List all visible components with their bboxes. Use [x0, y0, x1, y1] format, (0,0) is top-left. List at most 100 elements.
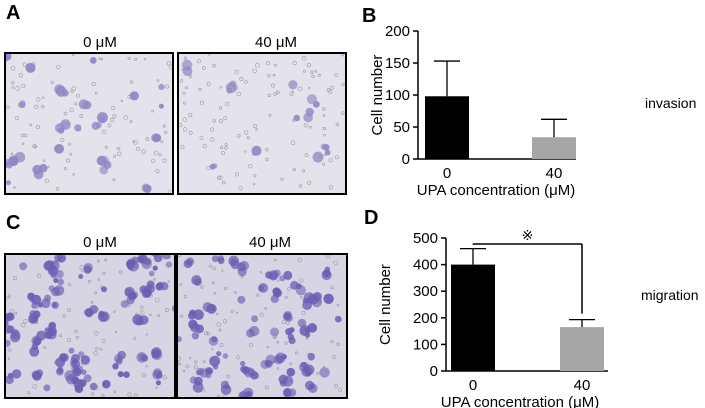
pore-dot — [182, 127, 188, 132]
panel-letter-d: D — [364, 207, 379, 229]
stained-cell — [251, 145, 262, 156]
pore-dot — [44, 178, 49, 183]
stained-cell — [288, 80, 298, 90]
y-axis-label: Cell number — [369, 55, 386, 136]
pore-dot — [140, 310, 145, 315]
pore-dot — [112, 178, 116, 182]
pore-dot — [267, 74, 271, 78]
pore-dot — [272, 73, 276, 77]
pore-dot — [248, 343, 253, 348]
y-tick-label: 50 — [393, 119, 410, 136]
stained-cell — [183, 257, 195, 269]
pore-dot — [267, 93, 271, 98]
pore-dot — [276, 340, 280, 344]
stained-cell — [99, 160, 112, 175]
pore-dot — [234, 172, 239, 177]
error-bar-40 — [541, 118, 567, 138]
stained-cell — [279, 270, 293, 282]
pore-dot — [235, 355, 241, 360]
pore-dot — [70, 89, 74, 93]
pore-dot — [157, 314, 161, 318]
x-tick-label-40: 40 — [546, 165, 563, 182]
pore-dot — [10, 152, 14, 156]
stained-cell — [264, 354, 276, 367]
pore-dot — [81, 270, 84, 273]
micrograph-c-0um — [4, 253, 176, 399]
stained-cell — [6, 54, 12, 62]
pore-dot — [160, 140, 164, 144]
pore-dot — [23, 133, 28, 138]
pore-dot — [341, 82, 345, 86]
significance-bracket — [472, 243, 583, 314]
pore-dot — [234, 291, 237, 294]
pore-dot — [253, 183, 256, 186]
pore-dot — [188, 112, 193, 117]
pore-dot — [27, 391, 31, 395]
pore-dot — [68, 142, 72, 146]
y-tick-label: 0 — [430, 363, 438, 380]
stained-cell — [158, 83, 165, 90]
pore-dot — [323, 153, 327, 156]
pore-dot — [71, 86, 76, 91]
pore-dot — [41, 96, 45, 99]
pore-dot — [308, 125, 312, 129]
stained-cell — [83, 374, 92, 383]
pore-dot — [151, 109, 154, 113]
pore-dot — [156, 79, 160, 82]
pore-dot — [21, 83, 26, 88]
pore-dot — [50, 80, 54, 85]
pore-dot — [206, 82, 211, 87]
pore-dot — [244, 80, 248, 84]
pore-dot — [271, 83, 276, 88]
pore-dot — [91, 81, 96, 86]
pore-dot — [120, 99, 124, 103]
pore-dot — [133, 393, 138, 397]
stained-cell — [28, 314, 39, 324]
pore-dot — [334, 384, 338, 388]
stained-cell — [189, 376, 204, 393]
stained-cell — [112, 363, 119, 370]
pore-dot — [153, 150, 159, 156]
pore-dot — [322, 114, 326, 117]
pore-dot — [7, 347, 12, 352]
pore-dot — [337, 387, 342, 392]
pore-dot — [22, 62, 27, 67]
pore-dot — [322, 162, 326, 166]
bar-40 — [532, 137, 576, 159]
x-axis-label: UPA concentration (μM) — [441, 394, 599, 408]
stained-cell — [43, 384, 51, 392]
stained-cell — [55, 366, 64, 376]
stained-cell — [155, 380, 161, 386]
pore-dot — [248, 164, 253, 169]
pore-dot — [179, 283, 183, 286]
pore-dot — [111, 105, 116, 111]
pore-dot — [332, 355, 337, 360]
pore-dot — [224, 146, 228, 150]
pore-dot — [243, 130, 249, 135]
pore-dot — [178, 362, 182, 366]
y-tick-label: 500 — [413, 230, 438, 247]
pore-dot — [246, 136, 250, 140]
pore-dot — [90, 392, 94, 396]
stained-cell — [11, 369, 22, 379]
pore-dot — [266, 61, 271, 66]
micrograph-a-40um-drawing — [179, 54, 345, 193]
pore-dot — [221, 151, 225, 155]
micrograph-c-0um-drawing — [6, 255, 174, 397]
pore-dot — [134, 57, 138, 61]
stained-cell — [151, 347, 163, 360]
stained-cell — [117, 371, 130, 378]
stained-cell — [188, 309, 204, 320]
stained-cell — [115, 350, 126, 365]
stained-cell — [32, 164, 48, 180]
pore-dot — [178, 255, 181, 258]
pore-dot — [104, 258, 108, 262]
pore-dot — [255, 128, 258, 131]
pore-dot — [289, 362, 293, 366]
stained-cell — [9, 328, 21, 343]
x-axis-label: UPA concentration (μM) — [417, 182, 575, 199]
pore-dot — [292, 167, 296, 172]
pore-dot — [114, 330, 118, 334]
pore-dot — [168, 190, 172, 193]
